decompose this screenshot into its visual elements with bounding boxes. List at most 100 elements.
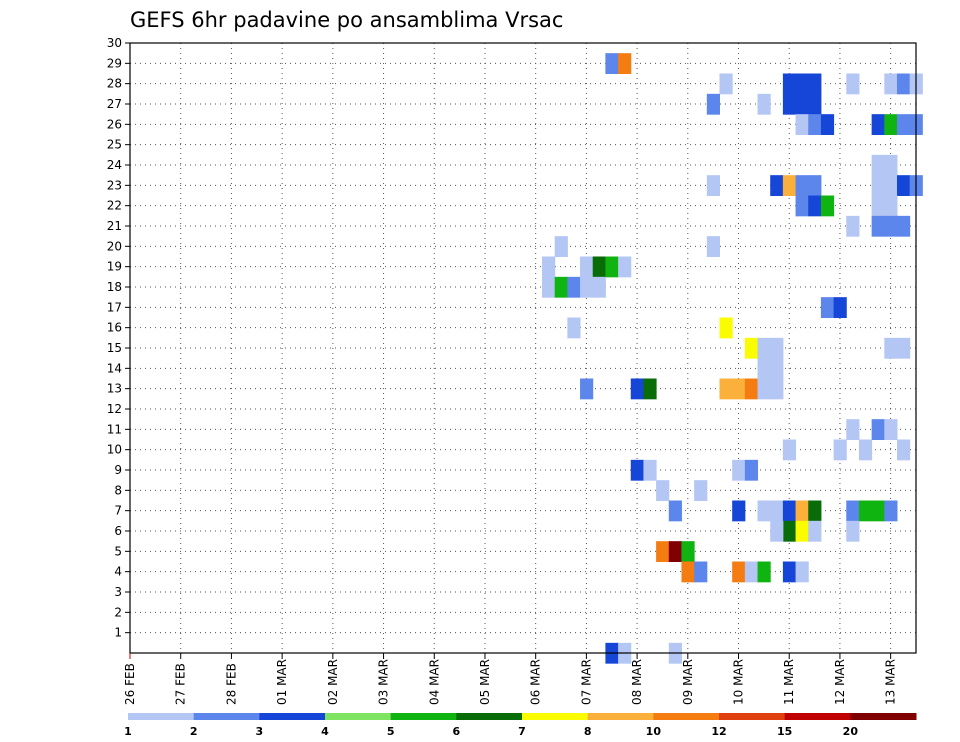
heatmap-cell (795, 500, 809, 522)
heatmap-cell (744, 378, 759, 400)
heatmap-cell (630, 378, 644, 400)
heatmap-cell (554, 236, 568, 257)
heatmap-cell (884, 73, 898, 95)
heatmap-cell (681, 561, 695, 583)
heatmap-cell (542, 256, 556, 278)
heatmap-cell (808, 73, 822, 95)
legend-label: 12 (711, 725, 726, 738)
heatmap-cell (820, 297, 835, 318)
heatmap-cell (732, 378, 746, 400)
y-tick-label: 19 (107, 260, 122, 274)
y-tick-label: 14 (107, 361, 122, 375)
x-tick-label: 01 MAR (275, 659, 289, 705)
heatmap-cell (782, 500, 797, 522)
heatmap-cell (884, 419, 898, 440)
heatmap-cell (896, 175, 911, 196)
heatmap-cell (732, 459, 746, 481)
heatmap-cell (871, 500, 885, 522)
y-tick-label: 9 (114, 463, 122, 477)
heatmap-cell (554, 276, 568, 298)
x-tick-label: 10 MAR (732, 659, 746, 705)
heatmap-cell (846, 73, 860, 95)
legend-label: 4 (321, 725, 329, 738)
heatmap-cell (757, 93, 771, 115)
heatmap-cell (744, 337, 759, 359)
heatmap-cell (884, 114, 898, 135)
heatmap-cell (592, 276, 606, 298)
heatmap-cell (744, 459, 759, 481)
y-tick-label: 21 (107, 219, 122, 233)
heatmap-cell (719, 317, 733, 339)
heatmap-cell (795, 195, 809, 217)
legend-label: 20 (843, 725, 859, 738)
y-tick-label: 23 (107, 178, 122, 192)
x-tick-label: 04 MAR (427, 659, 441, 705)
heatmap-cell (808, 195, 822, 217)
heatmap-cell (668, 500, 682, 522)
heatmap-cell (580, 378, 594, 400)
heatmap-cell (820, 195, 835, 217)
y-tick-label: 10 (107, 443, 122, 457)
heatmap-cell (757, 500, 771, 522)
heatmap-cell (795, 175, 809, 196)
legend-swatch (653, 713, 720, 720)
heatmap-cell (782, 520, 797, 542)
x-tick-label: 11 MAR (782, 659, 796, 705)
heatmap-cell (770, 337, 784, 359)
heatmap-cell (719, 378, 733, 400)
heatmap-cell (846, 520, 860, 542)
legend-swatch (259, 713, 326, 720)
heatmap-cell (846, 500, 860, 522)
heatmap-cell (706, 236, 720, 257)
y-tick-label: 11 (107, 422, 122, 436)
y-tick-label: 29 (107, 56, 122, 70)
heatmap-cell (770, 358, 784, 379)
legend-swatch (784, 713, 851, 720)
heatmap-cell (770, 175, 784, 196)
y-axis: 1234567891011121314151617181920212223242… (107, 36, 130, 640)
y-tick-label: 20 (107, 239, 122, 253)
x-tick-label: 02 MAR (326, 659, 340, 705)
heatmap-cell (681, 541, 695, 562)
y-tick-label: 5 (114, 544, 122, 558)
y-tick-label: 30 (107, 36, 122, 50)
y-tick-label: 8 (114, 483, 122, 497)
heatmap-cell (871, 419, 885, 440)
heatmap-cell (782, 561, 797, 583)
x-axis: 26 FEB 27 FEB 28 FEB 01 MAR 02 MAR 03 MAR 04 M… (123, 653, 898, 705)
x-tick-label: 09 MAR (681, 659, 695, 705)
legend-swatch (128, 713, 195, 720)
heatmap-cell (896, 337, 911, 359)
x-tick-label: 12 MAR (833, 659, 847, 705)
heatmap-cell (770, 500, 784, 522)
x-tick-label: 27 FEB (174, 663, 188, 705)
legend-label: 10 (646, 725, 662, 738)
heatmap-cell (757, 358, 771, 379)
x-tick-label: 08 MAR (630, 659, 644, 705)
heatmap-cell (808, 520, 822, 542)
heatmap-cell (592, 256, 606, 278)
heatmap-cell (782, 439, 797, 461)
color-legend: 1 2 3 4 5 6 7 8 10 12 15 20 (124, 713, 917, 738)
legend-label: 15 (777, 725, 792, 738)
heatmap-cell (643, 459, 657, 481)
heatmap-cell (833, 297, 847, 318)
y-tick-label: 1 (114, 626, 122, 640)
heatmap-cell (656, 541, 670, 562)
heatmap-cell (808, 114, 822, 135)
x-tick-label: 06 MAR (529, 659, 543, 705)
y-tick-label: 13 (107, 382, 122, 396)
heatmap-cell (884, 337, 898, 359)
heatmap-cell (884, 195, 898, 217)
heatmap-cell (732, 500, 746, 522)
legend-swatch (193, 713, 260, 720)
heatmap-cell (706, 93, 720, 115)
y-tick-label: 17 (107, 300, 122, 314)
heatmap-cell (567, 276, 581, 298)
heatmap-cell (567, 317, 581, 339)
heatmap-cell (732, 561, 746, 583)
heatmap-cell (782, 73, 797, 95)
legend-label: 3 (256, 725, 264, 738)
heatmap-cell (871, 195, 885, 217)
